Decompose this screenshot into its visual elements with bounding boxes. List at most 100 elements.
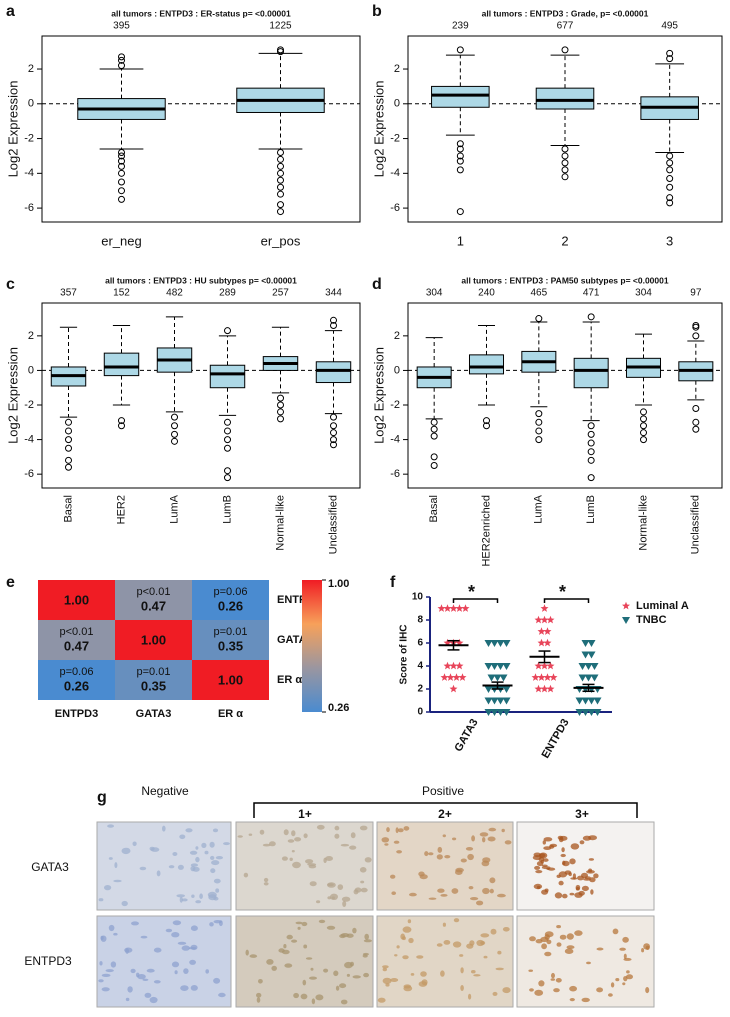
legend-label: Luminal A bbox=[636, 600, 689, 612]
outlier bbox=[330, 321, 337, 329]
tissue-cell bbox=[131, 921, 139, 926]
count-label: 357 bbox=[60, 288, 77, 299]
tissue-cell bbox=[302, 979, 307, 986]
colorbar-label: 1.00 bbox=[328, 578, 349, 590]
y-tick-label: 2 bbox=[28, 63, 34, 75]
point bbox=[537, 638, 546, 647]
y-tick-label: 0 bbox=[28, 364, 34, 376]
tissue-cell bbox=[330, 893, 338, 900]
outlier bbox=[65, 436, 72, 444]
tissue-cell bbox=[289, 857, 293, 861]
outlier bbox=[456, 166, 464, 174]
tissue-cell bbox=[402, 955, 409, 960]
tissue-cell bbox=[350, 832, 356, 839]
point bbox=[590, 663, 599, 670]
x-tick-label: LumA bbox=[533, 494, 545, 523]
tissue-cell bbox=[570, 843, 580, 850]
tissue-cell bbox=[418, 981, 428, 987]
outlier bbox=[561, 145, 569, 153]
outlier bbox=[640, 436, 647, 444]
tissue-cell bbox=[181, 898, 188, 902]
y-axis-label: Score of IHC bbox=[399, 624, 410, 684]
heatmap-cell bbox=[115, 660, 192, 700]
outlier bbox=[277, 394, 284, 402]
outlier bbox=[118, 169, 125, 177]
tissue-cell bbox=[590, 889, 594, 895]
point bbox=[549, 673, 558, 681]
outlier bbox=[692, 425, 700, 433]
y-axis-label: Log2 Expression bbox=[371, 81, 386, 178]
tissue-cell bbox=[349, 845, 357, 850]
tissue-cell bbox=[384, 843, 389, 846]
point bbox=[578, 663, 587, 670]
tissue-cell bbox=[382, 977, 392, 985]
x-tick-label: HER2 bbox=[115, 495, 127, 524]
tissue-cell bbox=[364, 933, 370, 940]
tissue-cell bbox=[481, 860, 490, 867]
chart-title: all tumors : ENTPD3 : PAM50 subtypes p= … bbox=[461, 275, 668, 285]
x-tick-label: 3 bbox=[666, 233, 673, 248]
chart-title: all tumors : ENTPD3 : ER-status p= <0.00… bbox=[111, 8, 291, 18]
tissue-cell bbox=[397, 828, 404, 833]
tissue-cell bbox=[643, 943, 650, 950]
tissue-cell bbox=[281, 856, 288, 861]
tissue-cell bbox=[146, 968, 155, 973]
point bbox=[455, 604, 464, 612]
tissue-cell bbox=[341, 896, 351, 902]
outlier bbox=[118, 56, 125, 64]
point bbox=[581, 697, 590, 705]
tissue-cell bbox=[437, 888, 445, 893]
micrograph bbox=[96, 915, 232, 1008]
tissue-cell bbox=[189, 850, 198, 855]
outlier bbox=[587, 313, 595, 321]
tissue-cell bbox=[110, 961, 117, 968]
heatmap-cell bbox=[38, 660, 115, 700]
outlier bbox=[430, 453, 438, 461]
heatmap-cell bbox=[115, 620, 192, 660]
tissue-cell bbox=[207, 891, 217, 899]
outlier bbox=[277, 201, 284, 209]
y-tick-label: -6 bbox=[390, 468, 400, 480]
tissue-cell bbox=[259, 829, 265, 835]
x-tick-label: Unclassified bbox=[690, 495, 702, 554]
outlier bbox=[640, 429, 647, 437]
tissue-cell bbox=[171, 961, 180, 968]
tissue-cell bbox=[382, 965, 389, 969]
tissue-cell bbox=[144, 992, 152, 998]
tissue-cell bbox=[262, 843, 271, 847]
tissue-cell bbox=[480, 933, 490, 938]
tissue-cell bbox=[359, 825, 368, 831]
tissue-cell bbox=[459, 954, 464, 957]
tissue-cell bbox=[137, 974, 146, 980]
x-tick-label: 2 bbox=[561, 233, 568, 248]
y-tick-label: -4 bbox=[390, 433, 400, 445]
point bbox=[546, 684, 555, 693]
tissue-cell bbox=[286, 934, 293, 940]
outlier bbox=[456, 152, 464, 160]
count-label: 240 bbox=[478, 288, 495, 299]
tissue-cell bbox=[504, 840, 512, 845]
point bbox=[534, 615, 543, 624]
point bbox=[449, 604, 458, 612]
column-label: GATA3 bbox=[136, 708, 172, 720]
tissue-cell bbox=[180, 985, 189, 991]
tissue-cell bbox=[497, 893, 506, 898]
count-label: 152 bbox=[113, 288, 130, 299]
cell-value-label: 0.47 bbox=[141, 598, 166, 613]
grade-label: 3+ bbox=[575, 807, 589, 821]
tissue-cell bbox=[309, 881, 317, 887]
panel-letter: a bbox=[6, 3, 15, 20]
tissue-cell bbox=[309, 976, 317, 980]
tissue-cell bbox=[191, 894, 195, 898]
point bbox=[534, 684, 543, 693]
tissue-cell bbox=[407, 919, 412, 924]
tissue-cell bbox=[416, 955, 424, 959]
tissue-cell bbox=[641, 948, 645, 953]
count-label: 471 bbox=[583, 288, 600, 299]
point bbox=[546, 615, 555, 624]
outlier bbox=[456, 145, 464, 153]
outlier bbox=[224, 444, 231, 452]
outlier bbox=[118, 422, 125, 430]
column-label: ENTPD3 bbox=[55, 708, 98, 720]
tissue-cell bbox=[554, 892, 563, 899]
